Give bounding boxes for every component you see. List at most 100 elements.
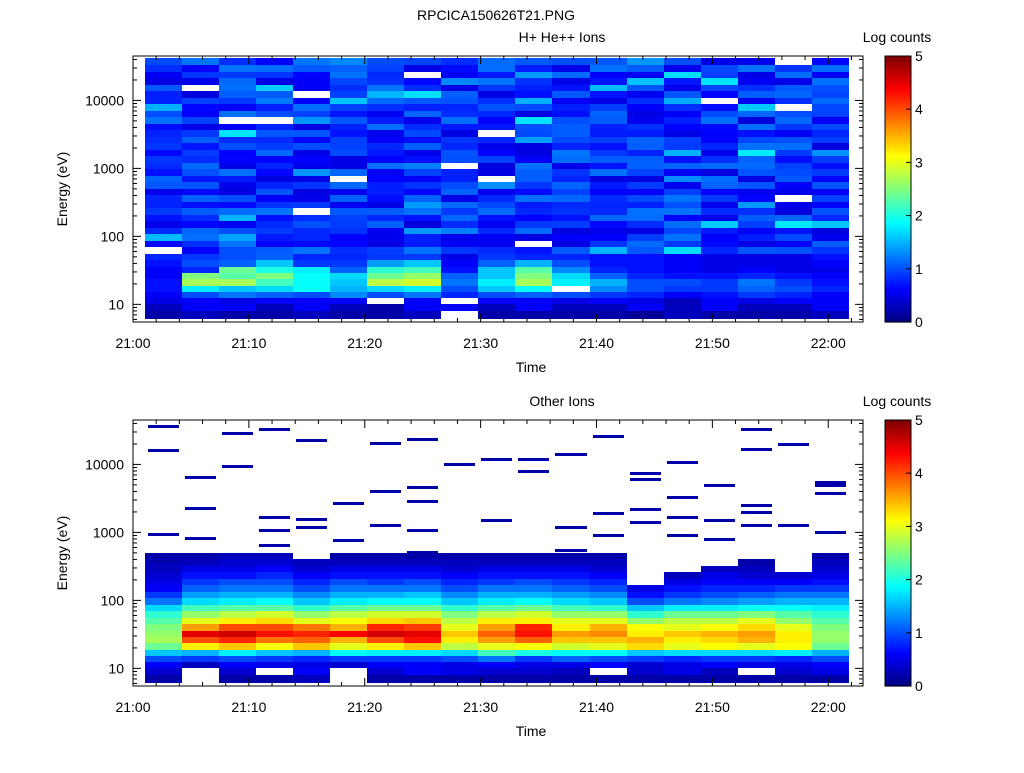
heatmap-cell — [738, 598, 775, 605]
heatmap-cell — [293, 85, 330, 91]
heatmap-cell — [812, 234, 849, 241]
heatmap-cell — [367, 85, 404, 91]
colorbar-segment — [885, 515, 911, 519]
sparse-count-bar — [815, 481, 846, 484]
heatmap-cell — [664, 221, 701, 228]
heatmap-cell — [627, 605, 664, 611]
heatmap-cell — [219, 65, 256, 72]
heatmap-cell — [701, 58, 738, 65]
heatmap-cell — [404, 637, 441, 643]
heatmap-cell — [552, 208, 590, 215]
heatmap-cell — [664, 195, 701, 202]
colorbar-segment — [885, 642, 911, 646]
heatmap-cell — [367, 150, 404, 156]
heatmap-cell — [775, 675, 812, 683]
heatmap-cell — [145, 650, 182, 656]
heatmap-cell — [664, 65, 701, 72]
heatmap-cell — [293, 143, 330, 150]
colorbar-segment — [885, 480, 911, 483]
heatmap-cell — [256, 566, 293, 572]
heatmap-cell — [145, 78, 182, 85]
heatmap-cell — [478, 611, 515, 618]
colorbar-segment — [885, 486, 911, 490]
heatmap-cell — [627, 156, 664, 163]
heatmap-cell — [515, 104, 552, 111]
heatmap-cell — [145, 176, 182, 182]
heatmap-cell — [738, 572, 775, 579]
heatmap-cell — [478, 234, 515, 241]
colorbar-segment — [885, 307, 911, 311]
heatmap-cell — [145, 58, 182, 65]
heatmap-cell — [404, 169, 441, 176]
heatmap-cell — [145, 675, 182, 683]
heatmap-cell — [219, 624, 256, 631]
colorbar-segment — [885, 615, 911, 619]
heatmap-cell — [293, 58, 330, 65]
heatmap-cell — [627, 656, 664, 662]
heatmap-cell — [404, 598, 441, 605]
colorbar-segment — [885, 110, 911, 113]
colorbar-segment — [885, 553, 911, 556]
heatmap-cell — [441, 189, 478, 195]
heatmap-cell — [182, 163, 219, 169]
x-tick-label: 21:40 — [579, 699, 614, 715]
colorbar-segment — [885, 149, 911, 153]
colorbar-segment — [885, 640, 911, 643]
heatmap-cell — [664, 124, 701, 130]
heatmap-cell — [515, 553, 552, 559]
heatmap-cell — [441, 273, 478, 279]
heatmap-cell — [664, 78, 701, 85]
heatmap-cell — [404, 585, 441, 592]
heatmap-cell — [293, 668, 330, 675]
colorbar-segment — [885, 573, 911, 577]
heatmap-cell — [219, 202, 256, 208]
heatmap-cell — [478, 605, 515, 611]
heatmap-cell — [219, 279, 256, 286]
colorbar-segment — [885, 95, 911, 99]
heatmap-cell — [367, 618, 404, 624]
heatmap-cell — [330, 304, 367, 311]
heatmap-cell — [552, 241, 590, 247]
heatmap-cell — [664, 260, 701, 267]
sparse-count-bar — [778, 443, 809, 446]
heatmap-cell — [664, 91, 701, 98]
heatmap-cell — [293, 215, 330, 221]
heatmap-cell — [590, 137, 627, 143]
heatmap-cell — [256, 286, 293, 292]
y-tick-label: 1000 — [93, 160, 124, 176]
heatmap-cell — [145, 624, 182, 631]
heatmap-cell — [664, 579, 701, 585]
heatmap-cell — [182, 241, 219, 247]
colorbar-segment — [885, 513, 911, 517]
colorbar-segment — [885, 428, 911, 431]
heatmap-cell — [590, 65, 627, 72]
heatmap-cell — [478, 668, 515, 675]
heatmap-cell — [182, 559, 219, 566]
colorbar-segment — [885, 64, 911, 67]
heatmap-cell — [775, 598, 812, 605]
heatmap-cell — [367, 668, 404, 675]
heatmap-cell — [552, 668, 590, 675]
heatmap-cell — [775, 150, 812, 156]
sparse-count-bar — [148, 449, 179, 452]
heatmap-cell — [590, 559, 627, 566]
heatmap-cell — [812, 254, 849, 260]
heatmap-cell — [256, 254, 293, 260]
heatmap-cell — [441, 624, 478, 631]
heatmap-cell — [293, 559, 330, 566]
colorbar-tick-label: 0 — [915, 678, 923, 694]
heatmap-cell — [701, 304, 738, 311]
colorbar-segment — [885, 634, 911, 637]
heatmap-cell — [182, 605, 219, 611]
colorbar-segment — [885, 619, 911, 623]
heatmap-cell — [367, 163, 404, 169]
heatmap-cell — [404, 668, 441, 675]
heatmap-cell — [590, 585, 627, 592]
heatmap-cell — [256, 91, 293, 98]
heatmap-cell — [515, 65, 552, 72]
colorbar-segment — [885, 290, 911, 294]
heatmap-cell — [775, 228, 812, 234]
heatmap-cell — [219, 637, 256, 643]
heatmap-cell — [515, 85, 552, 91]
colorbar-segment — [885, 62, 911, 65]
